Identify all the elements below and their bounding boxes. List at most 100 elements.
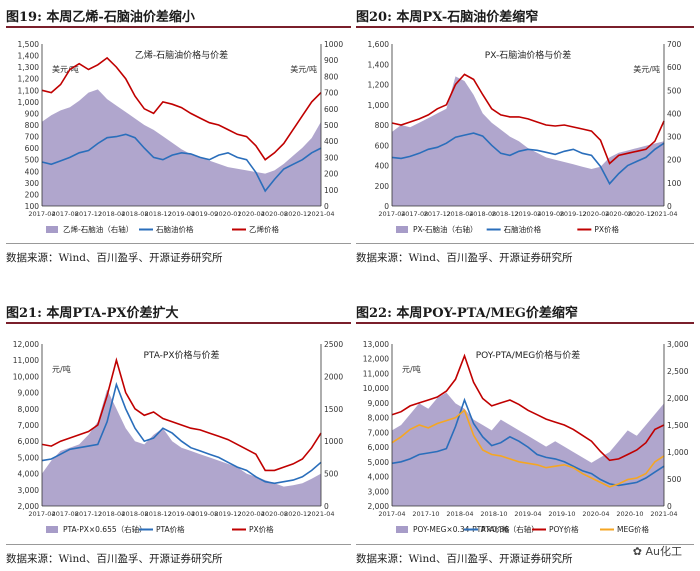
y2-tick-label: 1000 — [324, 40, 343, 49]
y-tick-label: 10,000 — [363, 384, 389, 393]
y2-tick-label: 600 — [324, 105, 339, 114]
y-tick-label: 3,000 — [368, 487, 390, 496]
series-area — [42, 389, 321, 506]
y-tick-label: 900 — [25, 109, 40, 118]
y-tick-label: 11,000 — [13, 356, 39, 365]
series-line — [391, 132, 665, 186]
y-tick-label: 10,000 — [13, 372, 39, 381]
source-text: 数据来源：Wind、百川盈孚、开源证券研究所 — [356, 252, 573, 264]
left-unit-label: 元/吨 — [52, 364, 71, 374]
x-tick-label: 2020-04 — [582, 510, 609, 518]
x-tick-label: 2017-04 — [28, 210, 55, 218]
y-tick-label: 400 — [375, 162, 390, 171]
y2-tick-label: 200 — [667, 156, 682, 165]
y2-tick-label: 0 — [667, 202, 672, 211]
series-line — [391, 408, 665, 488]
legend-label: 乙烯价格 — [249, 224, 279, 234]
y-tick-label: 12,000 — [13, 340, 39, 349]
series-line — [391, 73, 665, 165]
source-rule — [356, 544, 694, 545]
y2-tick-label: 2000 — [324, 372, 343, 381]
y-tick-label: 600 — [25, 144, 40, 153]
figure-number: 图20: — [356, 10, 392, 25]
y-tick-label: 6,000 — [368, 443, 390, 452]
chart-title: 乙烯-石脑油价格与价差 — [135, 49, 228, 61]
x-tick-label: 2017-04 — [378, 210, 405, 218]
wechat-icon: ✿ — [632, 545, 642, 558]
y-tick-label: 7,000 — [368, 428, 390, 437]
y-tick-label: 1,200 — [18, 75, 40, 84]
series-area — [392, 392, 664, 506]
legend-swatch — [396, 526, 408, 533]
y2-tick-label: 2,500 — [667, 367, 689, 376]
y2-tick-label: 0 — [324, 502, 329, 511]
x-tick-label: 2019-10 — [548, 510, 575, 518]
figure-title: 图19: 本周乙烯-石脑油价差缩小 — [6, 6, 195, 25]
y2-tick-label: 600 — [667, 63, 682, 72]
legend-label: 石脑油价格 — [504, 224, 542, 234]
x-tick-label: 2018-10 — [480, 510, 507, 518]
y-tick-label: 5,000 — [18, 453, 40, 462]
left-unit-label: 元/吨 — [402, 364, 421, 374]
title-rule — [6, 26, 351, 28]
x-tick-label: 2017-12 — [75, 210, 102, 218]
y-tick-label: 200 — [25, 190, 40, 199]
y-tick-label: 11,000 — [363, 369, 389, 378]
legend-label: PX价格 — [594, 224, 619, 234]
figure-title: 图20: 本周PX-石脑油价差缩窄 — [356, 6, 538, 25]
x-tick-label: 2018-12 — [145, 210, 172, 218]
x-tick-label: 2019-09 — [191, 210, 218, 218]
x-tick-label: 2020-04 — [582, 210, 609, 218]
y-tick-label: 9,000 — [18, 389, 40, 398]
y-tick-label: 1,000 — [18, 98, 40, 107]
source-rule — [356, 243, 694, 244]
series-line — [391, 397, 665, 487]
source-text: 数据来源：Wind、百川盈孚、开源证券研究所 — [6, 553, 223, 565]
y2-tick-label: 2500 — [324, 340, 343, 349]
x-tick-label: 2020-08 — [605, 210, 632, 218]
y2-tick-label: 1,000 — [667, 448, 689, 457]
legend-swatch — [396, 226, 408, 233]
series-line — [41, 56, 322, 161]
x-tick-label: 2018-04 — [98, 510, 125, 518]
source-rule — [6, 544, 351, 545]
x-tick-label: 2018-04 — [98, 210, 125, 218]
y2-tick-label: 500 — [667, 475, 682, 484]
legend-swatch — [46, 526, 58, 533]
legend-label: PX价格 — [249, 524, 274, 534]
y2-tick-label: 800 — [324, 72, 339, 81]
y2-tick-label: 3,000 — [667, 340, 689, 349]
right-unit-label: 美元/吨 — [290, 64, 317, 74]
y-tick-label: 6,000 — [18, 437, 40, 446]
x-tick-label: 2020-04 — [238, 510, 265, 518]
legend-label: MEG价格 — [617, 524, 650, 534]
y-tick-label: 8,000 — [18, 405, 40, 414]
figure-number: 图22: — [356, 306, 392, 321]
source-rule — [6, 243, 351, 244]
y2-tick-label: 500 — [324, 121, 339, 130]
y-tick-label: 1,200 — [368, 81, 390, 90]
series-area — [392, 76, 664, 207]
y-tick-label: 2,000 — [18, 502, 40, 511]
y-tick-label: 1,600 — [368, 40, 390, 49]
legend-label: PX-石脑油（右轴） — [413, 224, 478, 234]
y2-tick-label: 1,500 — [667, 421, 689, 430]
x-tick-label: 2017-04 — [28, 510, 55, 518]
figure-title: 图21: 本周PTA-PX价差扩大 — [6, 302, 179, 321]
panel-fig22: 图22: 本周POY-PTA/MEG价差缩窄 POY-PTA/MEG价格与价差元… — [356, 302, 700, 567]
y2-tick-label: 500 — [667, 86, 682, 95]
figure-number: 图19: — [6, 10, 42, 25]
title-rule — [356, 322, 694, 324]
y-tick-label: 13,000 — [363, 340, 389, 349]
x-tick-label: 2020-08 — [261, 510, 288, 518]
series-area — [42, 89, 321, 206]
y-tick-label: 1,300 — [18, 63, 40, 72]
chart-title: PTA-PX价格与价差 — [143, 349, 219, 361]
y-tick-label: 800 — [375, 121, 390, 130]
source-text: 数据来源：Wind、百川盈孚、开源证券研究所 — [356, 553, 573, 565]
y2-tick-label: 2,000 — [667, 394, 689, 403]
legend-label: PTA价格 — [156, 524, 185, 534]
legend-swatch — [46, 226, 58, 233]
chart-title: POY-PTA/MEG价格与价差 — [476, 349, 581, 361]
series-line — [41, 381, 322, 485]
